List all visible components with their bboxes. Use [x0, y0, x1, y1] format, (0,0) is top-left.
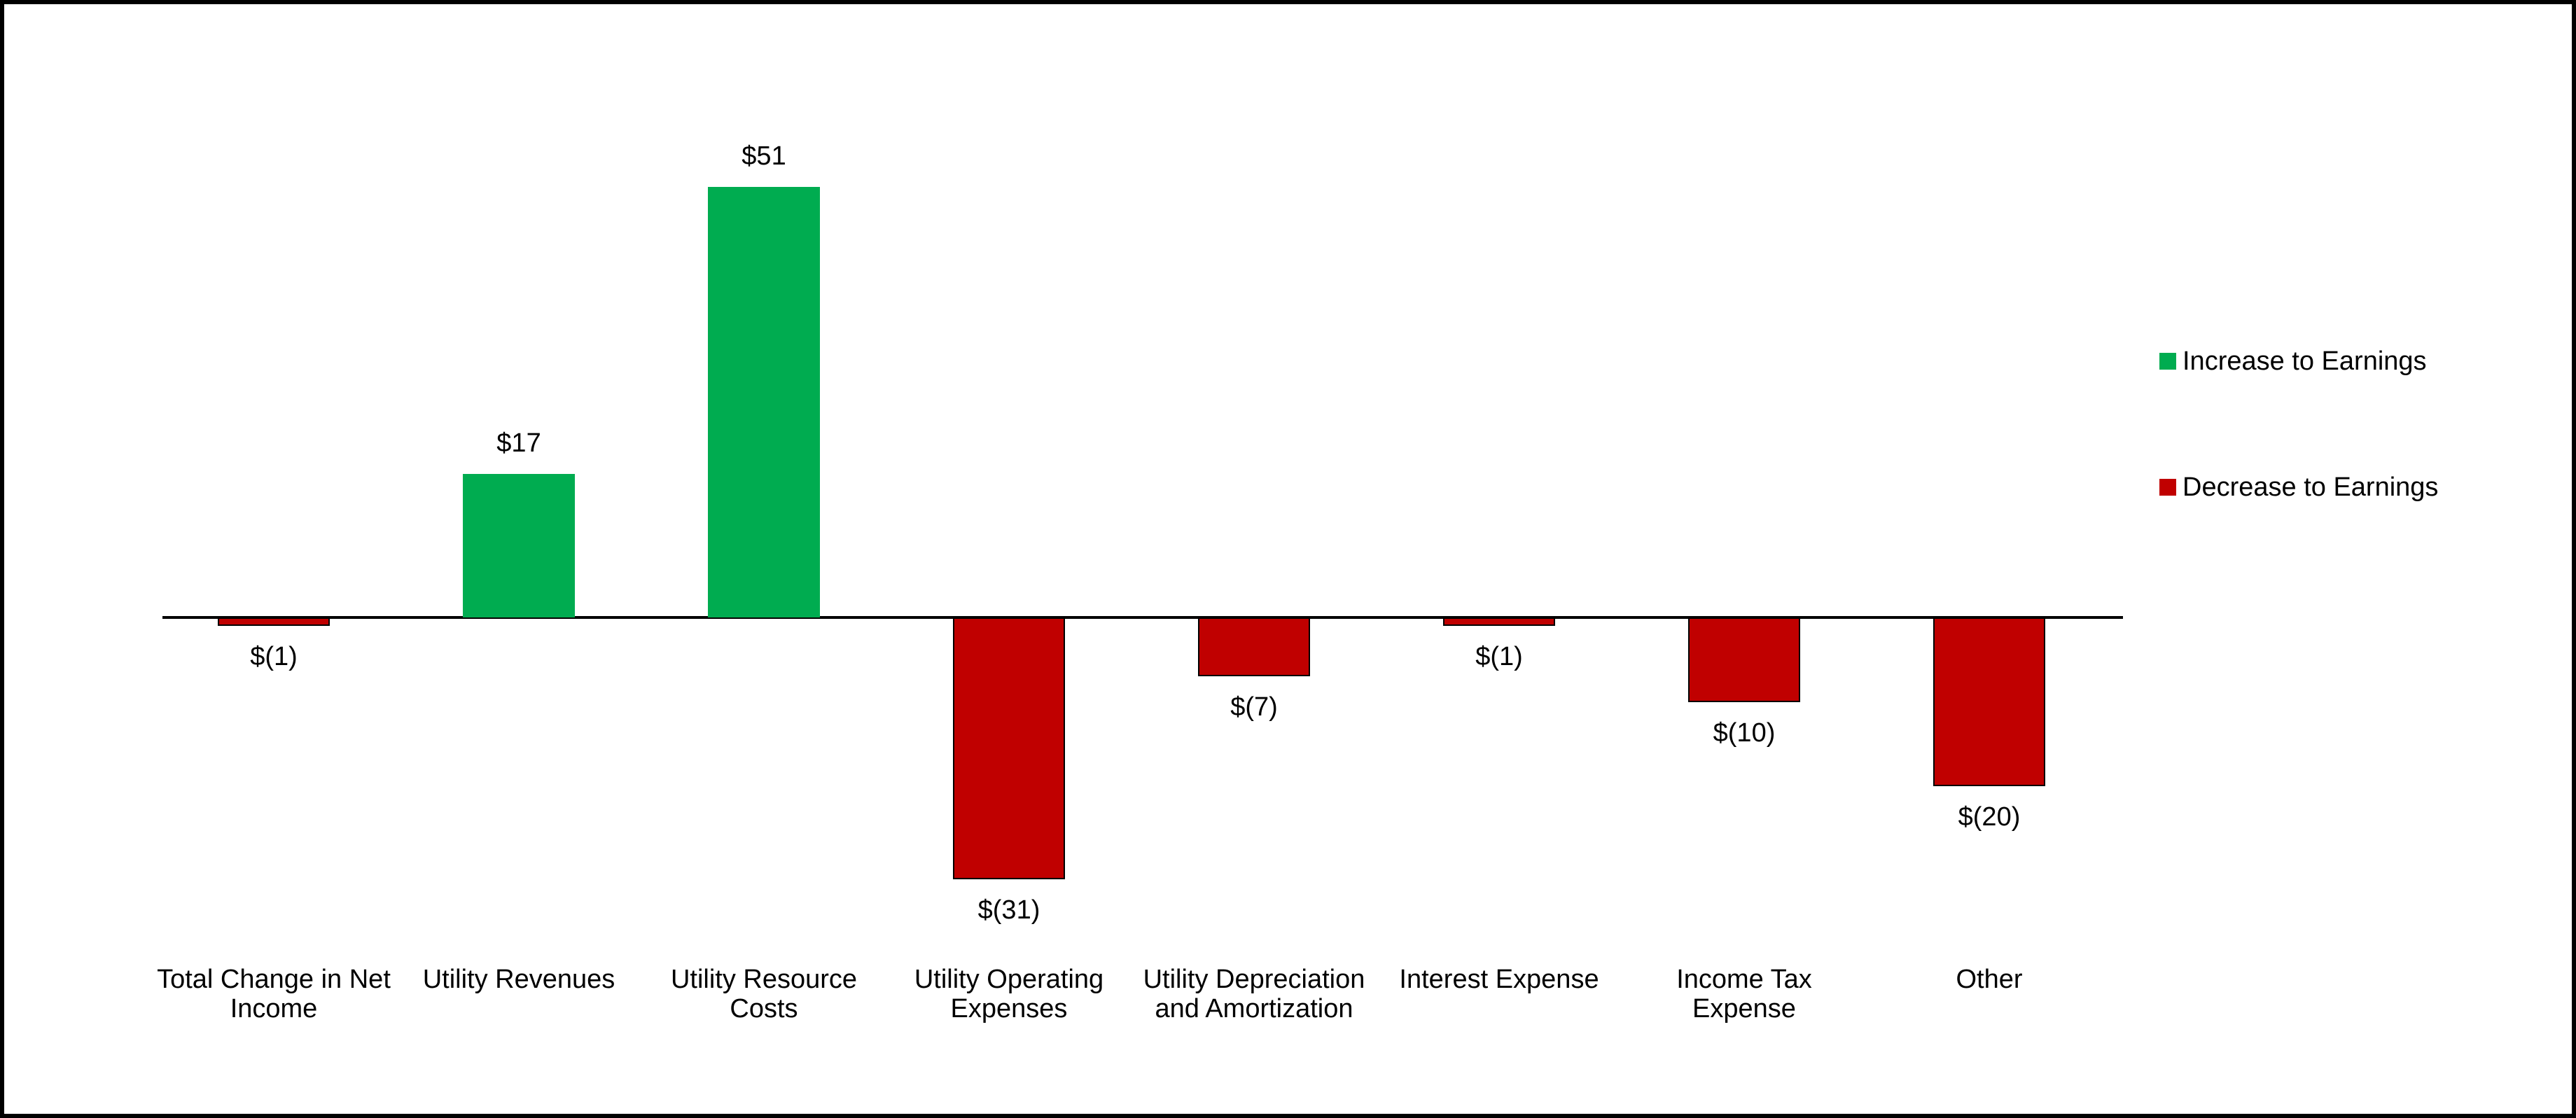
legend-item-decrease-to-earnings: Decrease to Earnings	[2159, 472, 2438, 503]
value-label-utility-resource-costs: $51	[742, 141, 786, 171]
value-label-income-tax-expense: $(10)	[1713, 718, 1776, 748]
category-label-utility-operating-expenses: Utility Operating Expenses	[914, 965, 1104, 1023]
bar-utility-operating-expenses	[953, 617, 1065, 879]
category-label-income-tax-expense: Income Tax Expense	[1676, 965, 1812, 1023]
category-label-other: Other	[1956, 965, 2023, 994]
bar-utility-resource-costs	[708, 187, 820, 617]
bar-total-change-in-net-income	[218, 617, 330, 626]
bar-interest-expense	[1443, 617, 1555, 626]
legend-label: Decrease to Earnings	[2182, 472, 2439, 502]
bar-other	[1933, 617, 2045, 786]
category-label-interest-expense: Interest Expense	[1399, 965, 1599, 994]
category-label-total-change-in-net-income: Total Change in Net Income	[157, 965, 391, 1023]
legend-item-increase-to-earnings: Increase to Earnings	[2159, 346, 2427, 377]
category-label-utility-depreciation-and-amortization: Utility Depreciation and Amortization	[1143, 965, 1365, 1023]
bar-utility-depreciation-and-amortization	[1198, 617, 1310, 676]
value-label-other: $(20)	[1958, 802, 2021, 832]
value-label-utility-operating-expenses: $(31)	[977, 895, 1040, 925]
value-label-total-change-in-net-income: $(1)	[250, 642, 298, 671]
legend-label: Increase to Earnings	[2182, 346, 2427, 376]
value-label-interest-expense: $(1)	[1475, 642, 1523, 671]
value-label-utility-depreciation-and-amortization: $(7)	[1230, 692, 1278, 722]
category-label-utility-resource-costs: Utility Resource Costs	[670, 965, 858, 1023]
value-label-utility-revenues: $17	[496, 428, 541, 458]
legend-swatch-increase-to-earnings	[2159, 353, 2176, 370]
category-label-utility-revenues: Utility Revenues	[422, 965, 615, 994]
x-axis-line	[162, 616, 2123, 619]
bar-income-tax-expense	[1688, 617, 1800, 702]
bar-utility-revenues	[463, 474, 575, 617]
legend-swatch-decrease-to-earnings	[2159, 479, 2176, 496]
